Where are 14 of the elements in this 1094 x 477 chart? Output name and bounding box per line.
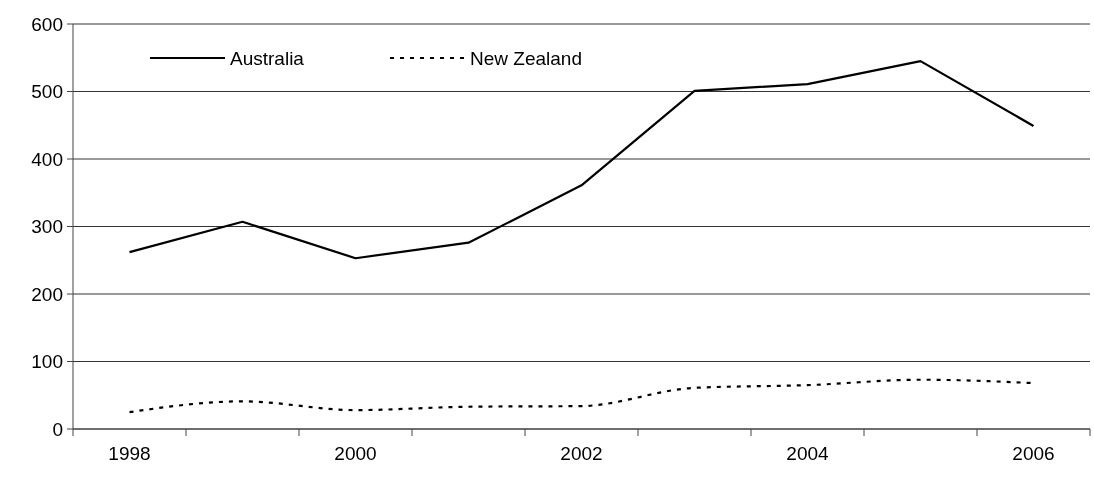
- y-tick-label: 100: [31, 351, 63, 373]
- legend-label: Australia: [230, 47, 305, 69]
- x-tick-label: 2006: [1012, 443, 1055, 464]
- y-tick-label: 0: [52, 418, 63, 440]
- y-tick-label: 300: [31, 216, 63, 238]
- x-tick-label: 2002: [560, 443, 603, 464]
- x-tick-label: 2004: [786, 443, 830, 464]
- y-tick-label: 200: [31, 283, 63, 305]
- y-tick-label: 400: [31, 148, 63, 170]
- x-tick-label: 1998: [108, 443, 151, 464]
- legend-label: New Zealand: [470, 47, 582, 69]
- y-tick-label: 600: [31, 13, 63, 35]
- y-tick-label: 500: [31, 81, 63, 103]
- x-tick-label: 2000: [334, 443, 377, 464]
